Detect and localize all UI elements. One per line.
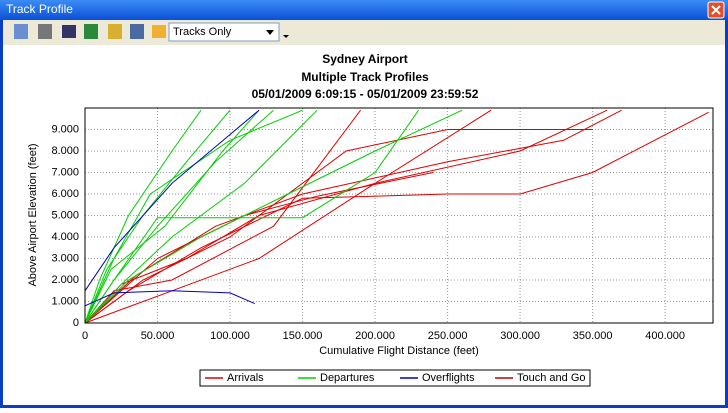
close-icon bbox=[711, 5, 721, 15]
tool-icon[interactable] bbox=[14, 24, 28, 39]
track-line bbox=[84, 109, 303, 324]
track-line bbox=[84, 109, 361, 324]
legend-label: Arrivals bbox=[227, 372, 264, 384]
y-tick-label: 1.000 bbox=[51, 295, 79, 307]
track-line bbox=[84, 109, 420, 324]
track-line bbox=[84, 109, 463, 324]
plot-border bbox=[84, 107, 714, 324]
y-tick-label: 0 bbox=[73, 317, 79, 329]
chart-subtitle: Multiple Track Profiles bbox=[301, 70, 429, 84]
track-line bbox=[84, 290, 255, 307]
x-tick-label: 150.000 bbox=[283, 330, 323, 342]
y-tick-label: 9.000 bbox=[51, 123, 79, 135]
track-line bbox=[84, 109, 202, 324]
tool-icon[interactable] bbox=[38, 24, 52, 39]
x-tick-label: 400.000 bbox=[645, 330, 685, 342]
tool-icon[interactable] bbox=[84, 24, 98, 39]
legend-box bbox=[199, 369, 591, 387]
y-tick-label: 2.000 bbox=[51, 274, 79, 286]
title-bar bbox=[0, 0, 728, 20]
legend-label: Overflights bbox=[422, 372, 475, 384]
tool-icon[interactable] bbox=[130, 24, 144, 39]
toolbar: Tracks Only bbox=[14, 22, 289, 42]
window-title: Track Profile bbox=[6, 2, 73, 16]
x-tick-label: 300.000 bbox=[500, 330, 540, 342]
y-tick-label: 4.000 bbox=[51, 231, 79, 243]
track-line bbox=[84, 109, 260, 324]
legend-label: Touch and Go bbox=[517, 372, 586, 384]
x-axis-label: Cumulative Flight Distance (feet) bbox=[319, 345, 479, 357]
y-axis-label: Above Airport Elevation (feet) bbox=[27, 143, 39, 286]
x-tick-label: 200.000 bbox=[355, 330, 395, 342]
y-tick-label: 7.000 bbox=[51, 166, 79, 178]
x-tick-label: 50.000 bbox=[141, 330, 175, 342]
y-tick-label: 5.000 bbox=[51, 209, 79, 221]
x-tick-label: 250.000 bbox=[428, 330, 468, 342]
x-tick-label: 0 bbox=[82, 330, 88, 342]
dropdown-text: Tracks Only bbox=[173, 26, 232, 38]
track-line bbox=[84, 109, 318, 324]
x-tick-label: 100.000 bbox=[210, 330, 250, 342]
track-line bbox=[84, 111, 709, 324]
toolbar-more[interactable] bbox=[283, 35, 289, 38]
tool-icon[interactable] bbox=[152, 25, 166, 38]
chart-period: 05/01/2009 6:09:15 - 05/01/2009 23:59:52 bbox=[252, 87, 479, 101]
y-tick-label: 3.000 bbox=[51, 252, 79, 264]
x-tick-label: 350.000 bbox=[573, 330, 613, 342]
track-line bbox=[84, 109, 492, 324]
y-tick-label: 6.000 bbox=[51, 188, 79, 200]
legend-label: Departures bbox=[320, 372, 375, 384]
plot-area bbox=[85, 108, 713, 323]
chart-title: Sydney Airport bbox=[322, 52, 408, 66]
dropdown-arrow bbox=[266, 30, 274, 35]
y-tick-label: 8.000 bbox=[51, 145, 79, 157]
chart: Sydney Airport Multiple Track Profiles 0… bbox=[27, 52, 714, 387]
track-line bbox=[84, 109, 260, 292]
tool-icon[interactable] bbox=[108, 24, 122, 39]
tool-icon[interactable] bbox=[62, 25, 76, 38]
dropdown[interactable] bbox=[168, 22, 280, 42]
